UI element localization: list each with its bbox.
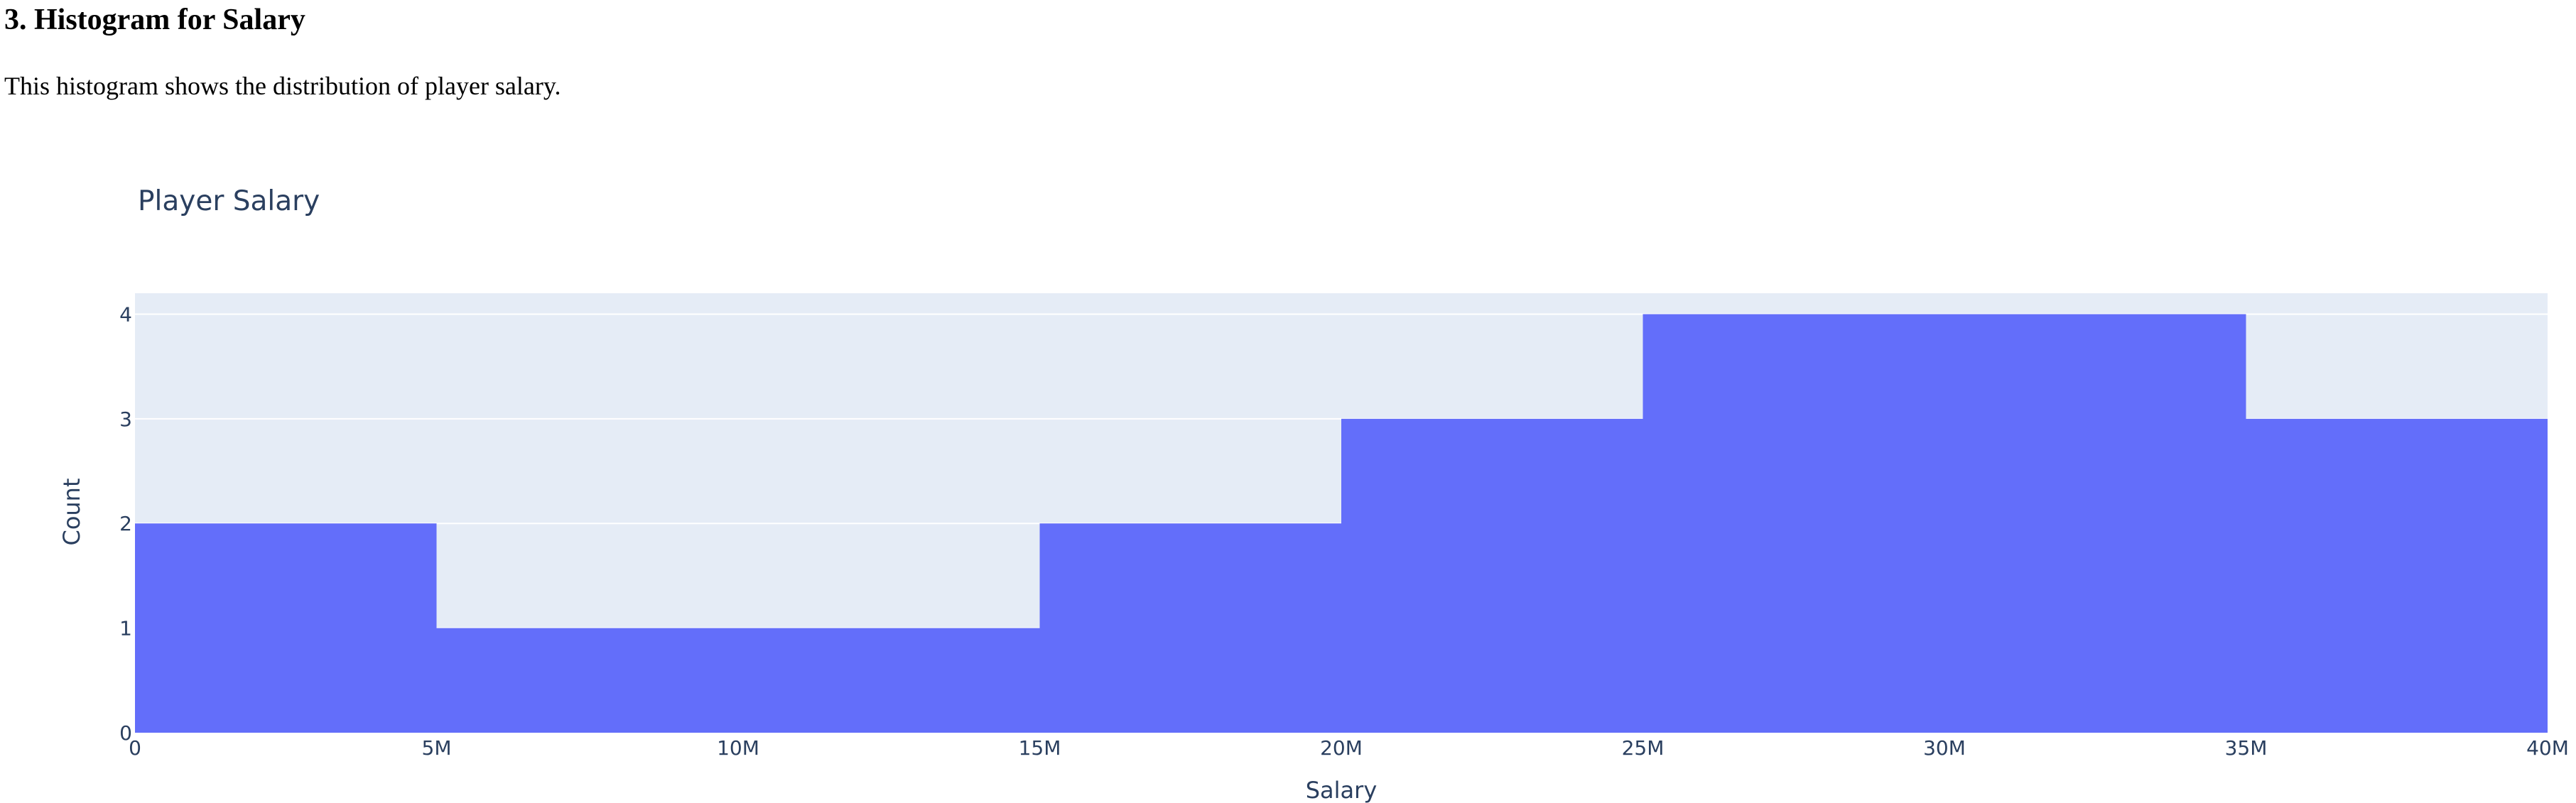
x-tick-label: 20M	[1320, 736, 1363, 760]
y-axis-ticks: 0 1 2 3 4	[119, 302, 132, 745]
x-tick-label: 0	[129, 736, 141, 760]
histogram-bar[interactable]	[436, 628, 739, 733]
histogram-bar[interactable]	[2246, 418, 2548, 733]
y-tick-label: 1	[119, 617, 132, 640]
histogram-bars	[135, 314, 2548, 733]
histogram-bar[interactable]	[135, 523, 437, 733]
histogram-bar[interactable]	[1341, 418, 1643, 733]
histogram-bar[interactable]	[1039, 523, 1342, 733]
chart-title: Player Salary	[138, 185, 320, 217]
section-description: This histogram shows the distribution of…	[4, 72, 561, 100]
x-tick-label: 25M	[1622, 736, 1665, 760]
x-tick-label: 10M	[717, 736, 759, 760]
x-axis-title: Salary	[1306, 777, 1378, 803]
y-tick-label: 0	[119, 721, 132, 745]
x-tick-label: 5M	[422, 736, 452, 760]
y-tick-label: 2	[119, 512, 132, 535]
x-tick-label: 40M	[2526, 736, 2569, 760]
x-tick-label: 15M	[1019, 736, 1061, 760]
y-tick-label: 3	[119, 408, 132, 431]
histogram-bar[interactable]	[1643, 314, 1945, 733]
section-heading: 3. Histogram for Salary	[4, 4, 305, 36]
histogram-bar[interactable]	[738, 628, 1040, 733]
x-tick-label: 30M	[1923, 736, 1966, 760]
x-tick-label: 35M	[2225, 736, 2268, 760]
histogram-bar[interactable]	[1944, 314, 2246, 733]
y-axis-title: Count	[58, 478, 85, 545]
x-axis-ticks: 0 5M 10M 15M 20M 25M 30M 35M 40M	[129, 736, 2569, 760]
y-tick-label: 4	[119, 302, 132, 326]
